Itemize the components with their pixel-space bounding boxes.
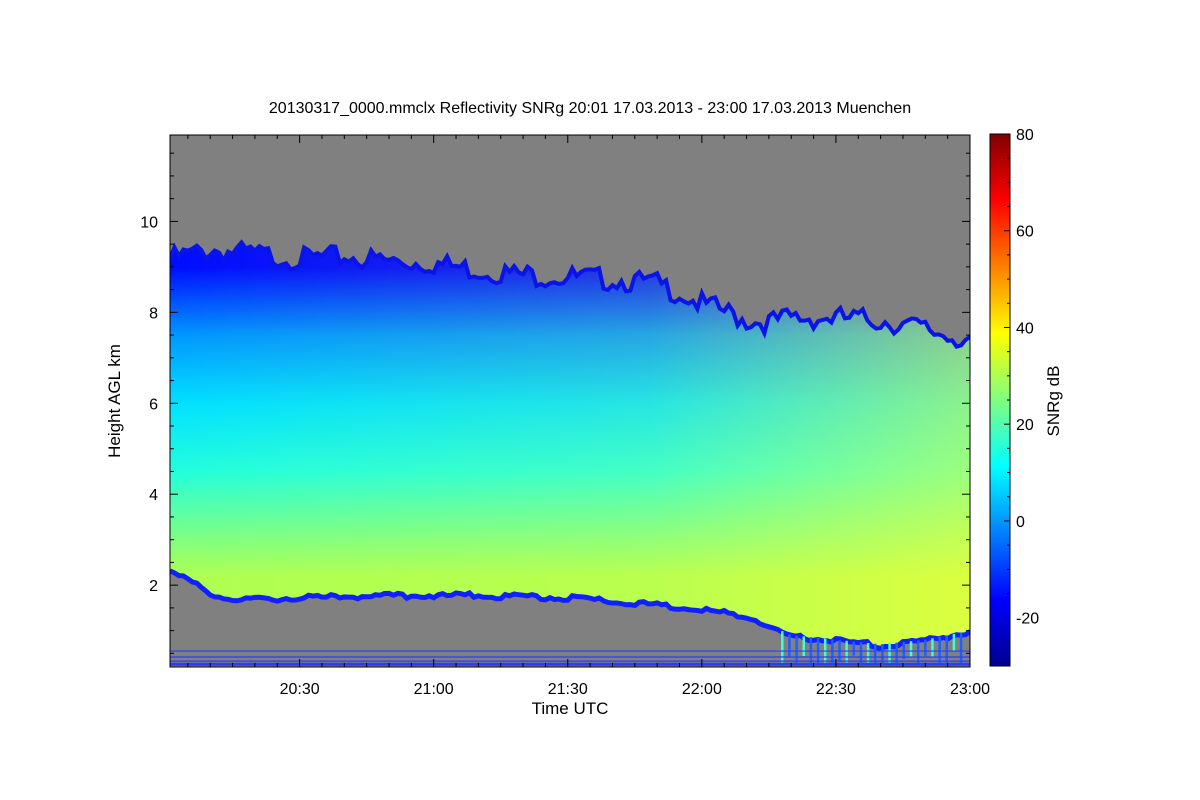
x-tick-label: 21:30 — [548, 681, 588, 698]
cloud-warm-region — [170, 242, 970, 649]
y-tick-label: 4 — [149, 487, 158, 504]
plot-frame — [169, 134, 971, 668]
colorbar-tick-label: 80 — [1016, 127, 1034, 144]
colorbar-axis: -20 0 20 40 60 80 — [1004, 127, 1039, 667]
x-tick-label: 22:30 — [816, 681, 856, 698]
x-axis-title: Time UTC — [532, 699, 609, 718]
x-tick-label: 22:00 — [682, 681, 722, 698]
y-tick-label: 8 — [149, 305, 158, 322]
y-tick-label: 2 — [149, 578, 158, 595]
x-tick-label: 20:30 — [280, 681, 320, 698]
colorbar-tick-label: 0 — [1016, 514, 1025, 531]
colorbar-title: SNRg dB — [1044, 366, 1063, 437]
ground-clutter — [170, 650, 970, 666]
cloud-base-edge — [170, 568, 970, 651]
cloud-top-edge — [170, 239, 970, 349]
colorbar-tick-label: 40 — [1016, 320, 1034, 337]
x-tick-label: 23:00 — [950, 681, 990, 698]
chart-title: 20130317_0000.mmclx Reflectivity SNRg 20… — [269, 100, 911, 117]
y-axis: 2 4 6 8 10 — [140, 152, 970, 654]
y-axis-title: Height AGL km — [105, 344, 124, 458]
y-tick-label: 10 — [140, 214, 158, 231]
colorbar-tick-label: 20 — [1016, 417, 1034, 434]
x-axis: 20:30 21:00 21:30 22:00 22:30 23:00 — [187, 135, 990, 698]
colorbar-tick-label: -20 — [1016, 611, 1039, 628]
x-tick-label: 21:00 — [414, 681, 454, 698]
y-tick-label: 6 — [149, 396, 158, 413]
plot-area — [170, 135, 970, 667]
colorbar-tick-label: 60 — [1016, 224, 1034, 241]
